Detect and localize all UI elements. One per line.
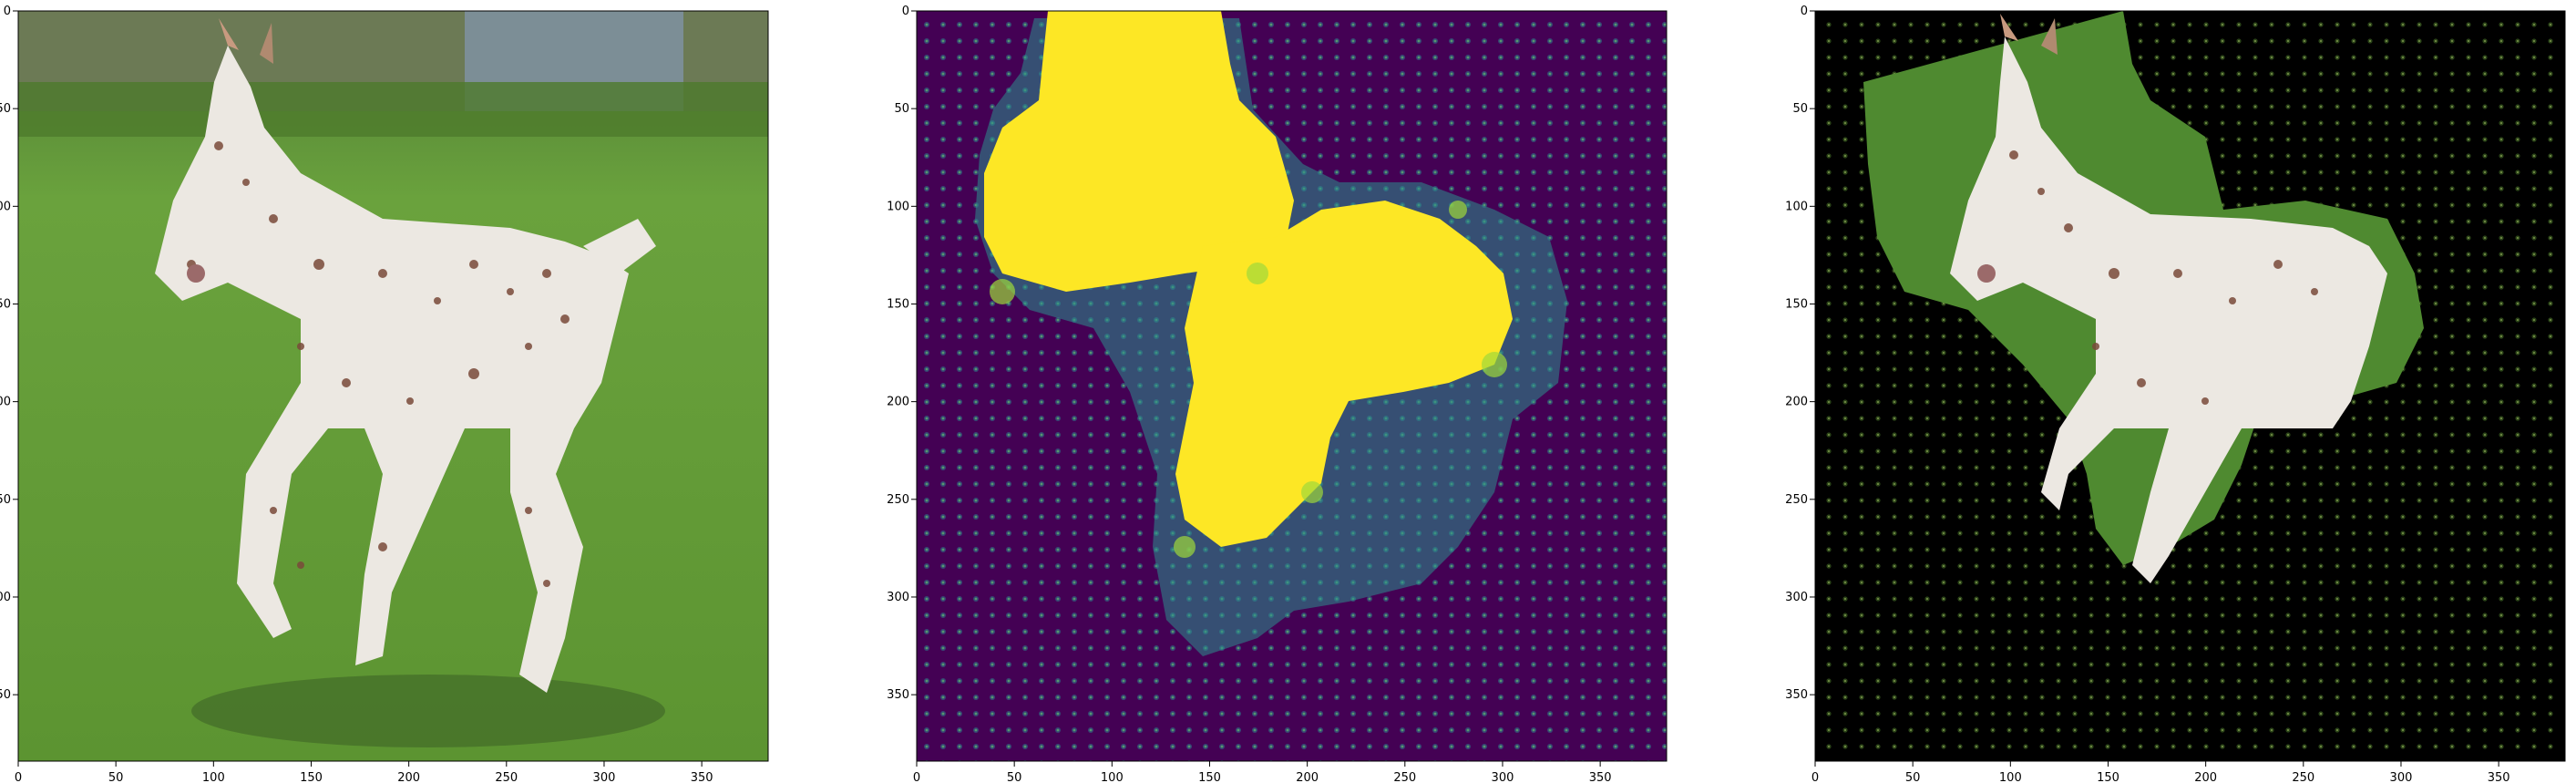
x-tick-label: 150 — [2097, 771, 2119, 783]
y-tick-label: 0 — [902, 5, 909, 18]
foal-shape — [155, 46, 656, 693]
y-tick-label: 150 — [1785, 297, 1808, 311]
saliency-blob — [984, 11, 1513, 547]
y-tick-label: 200 — [1785, 396, 1808, 409]
ticks-panel-1: 0 50 100 150 200 250 300 350 0 50 100 150 200 250 300 3… — [0, 5, 713, 783]
x-tick-label: 50 — [108, 771, 124, 783]
x-tick-label: 250 — [1393, 771, 1416, 783]
x-tick-label: 200 — [397, 771, 420, 783]
x-tick-label: 350 — [2488, 771, 2510, 783]
x-tick-label: 150 — [300, 771, 323, 783]
y-tick-label: 0 — [1801, 5, 1808, 18]
y-tick-label: 100 — [887, 200, 909, 213]
x-tick-label: 0 — [913, 771, 920, 783]
axes-frame-1 — [17, 10, 769, 762]
x-tick-label: 50 — [1007, 771, 1022, 783]
x-tick-label: 250 — [495, 771, 518, 783]
x-tick-label: 200 — [2194, 771, 2217, 783]
x-tick-label: 0 — [15, 771, 22, 783]
x-tick-label: 0 — [1811, 771, 1819, 783]
x-tick-label: 200 — [1296, 771, 1319, 783]
x-tick-label: 300 — [2390, 771, 2413, 783]
x-tick-label: 300 — [593, 771, 616, 783]
y-tick-label: 350 — [0, 688, 11, 702]
x-tick-label: 100 — [1999, 771, 2022, 783]
x-tick-label: 350 — [691, 771, 713, 783]
y-tick-label: 250 — [887, 493, 909, 507]
x-tick-label: 250 — [2292, 771, 2314, 783]
panel-masked-image — [1815, 11, 2565, 761]
ticks-panel-3: 0 50 100 150 200 250 300 350 0 50 100 150 200 250 300 3… — [1785, 5, 2509, 783]
y-tick-label: 300 — [0, 591, 11, 604]
y-tick-label: 100 — [0, 200, 11, 213]
x-tick-label: 300 — [1492, 771, 1514, 783]
y-tick-label: 150 — [887, 297, 909, 311]
y-tick-label: 100 — [1785, 200, 1808, 213]
y-tick-label: 200 — [0, 396, 11, 409]
y-tick-label: 350 — [887, 688, 909, 702]
axes-frame-2 — [916, 10, 1668, 762]
x-tick-label: 50 — [1905, 771, 1921, 783]
y-tick-label: 200 — [887, 396, 909, 409]
y-tick-label: 300 — [1785, 591, 1808, 604]
axes-frame-3 — [1814, 10, 2566, 762]
x-tick-label: 100 — [202, 771, 225, 783]
y-tick-label: 350 — [1785, 688, 1808, 702]
panel-original-image — [18, 11, 768, 761]
y-tick-label: 0 — [4, 5, 11, 18]
x-tick-label: 350 — [1589, 771, 1612, 783]
ticks-panel-2: 0 50 100 150 200 250 300 350 0 50 100 150 200 250 300 3… — [887, 5, 1611, 783]
y-tick-label: 50 — [1792, 102, 1808, 116]
y-tick-label: 300 — [887, 591, 909, 604]
x-tick-label: 100 — [1101, 771, 1124, 783]
x-tick-label: 150 — [1198, 771, 1221, 783]
y-tick-label: 50 — [894, 102, 909, 116]
y-tick-label: 250 — [1785, 493, 1808, 507]
panel-saliency-heatmap — [917, 11, 1667, 761]
y-tick-label: 250 — [0, 493, 11, 507]
y-tick-label: 50 — [0, 102, 11, 116]
masked-visible-region — [1863, 11, 2424, 583]
y-tick-label: 150 — [0, 297, 11, 311]
